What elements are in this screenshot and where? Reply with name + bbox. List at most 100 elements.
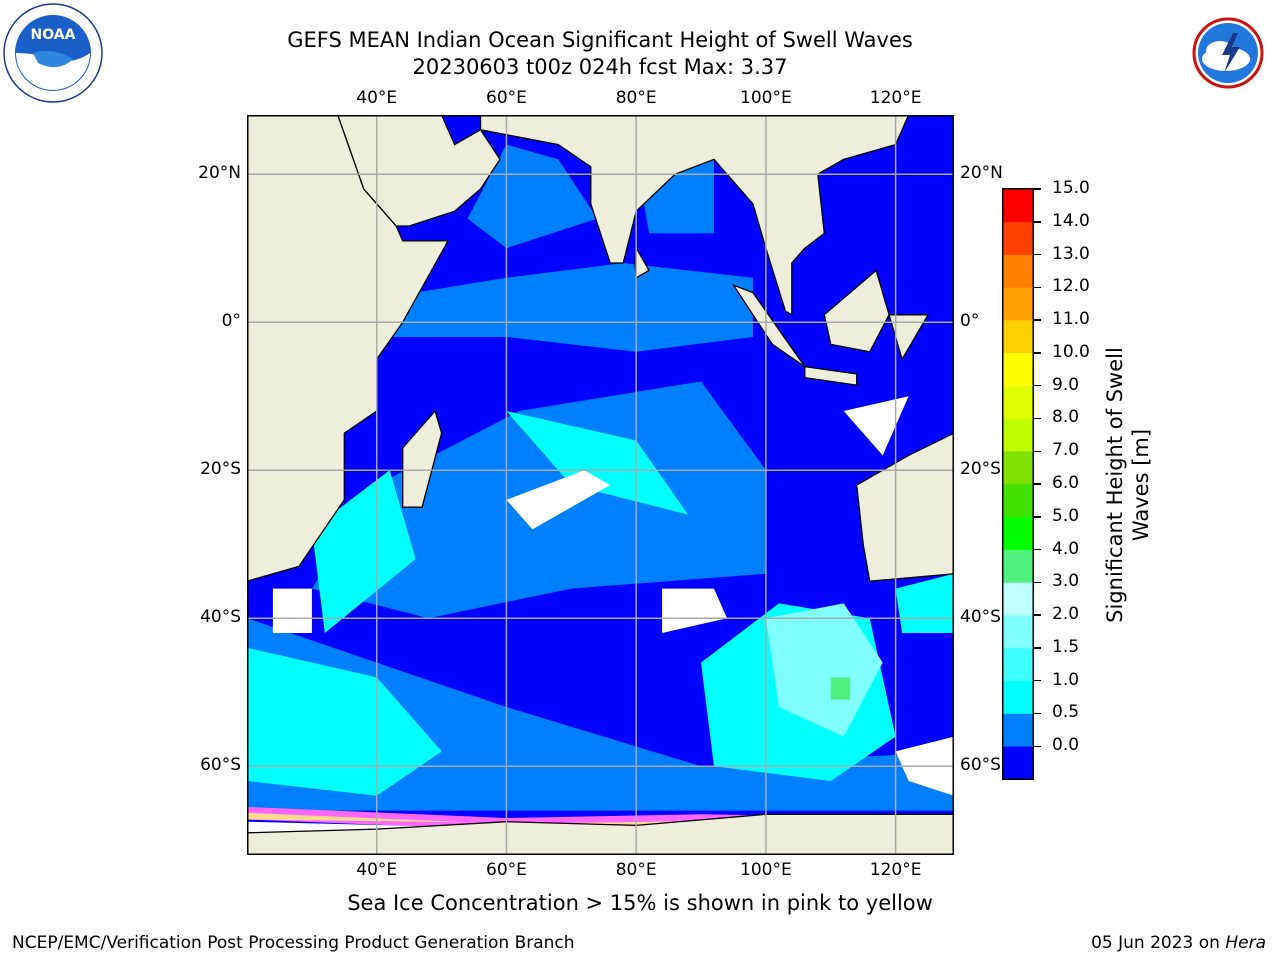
colorbar-segment-6 (1003, 549, 1033, 583)
colorbar-segment-3 (1003, 647, 1033, 681)
colorbar-label-line-2: Waves [m] (1129, 428, 1153, 542)
colorbar-segment-10 (1003, 418, 1033, 452)
colorbar-segment-8 (1003, 484, 1033, 518)
colorbar-segment-7 (1003, 516, 1033, 550)
colorbar-tick-label: 0.0 (1052, 735, 1080, 756)
colorbar-segment-1 (1003, 713, 1033, 747)
colorbar-tick-mark (1034, 319, 1041, 321)
chart-title-line-2: 20230603 t00z 024h fcst Max: 3.37 (412, 55, 788, 79)
band-subtropical-cyan (506, 411, 689, 515)
colorbar-segment-2 (1003, 680, 1033, 714)
colorbar-tick-mark (1034, 352, 1041, 354)
colorbar-tick-label: 1.0 (1052, 669, 1080, 690)
colorbar-tick-label: 1.5 (1052, 636, 1080, 657)
swell-height-map (247, 115, 954, 855)
land-java (804, 365, 858, 386)
colorbar-tick-label: 15.0 (1052, 178, 1090, 198)
colorbar-segment-15 (1003, 254, 1033, 288)
lon-tick-top-60: 60°E (486, 88, 527, 108)
colorbar-tick-mark (1034, 614, 1041, 616)
land-madagascar (402, 409, 443, 508)
colorbar-frame (1002, 188, 1034, 780)
land-layer (247, 115, 954, 855)
colorbar-segment-4 (1003, 615, 1033, 649)
colorbar-segment-11 (1003, 385, 1033, 419)
lat-tick-right-3: 40°S (960, 607, 1001, 628)
colorbar-segment-12 (1003, 352, 1033, 386)
footer-right: 05 Jun 2023 on Hera (1091, 933, 1266, 953)
patch-mozambique (311, 470, 416, 633)
lon-tick-bottom-100: 100°E (740, 860, 792, 880)
svg-text:NOAA: NOAA (31, 27, 76, 43)
noaa-logo: NOAA (3, 3, 103, 103)
footer-host: Hera (1225, 933, 1266, 953)
lon-tick-top-40: 40°E (356, 88, 398, 108)
lon-tick-top-80: 80°E (615, 88, 657, 108)
nws-logo-icon (1180, 5, 1276, 101)
colorbar-tick-mark (1034, 581, 1041, 584)
colorbar-tick-label: 5.0 (1052, 505, 1080, 526)
land-borneo (823, 269, 890, 353)
colorbar-tick-mark (1034, 188, 1041, 190)
lat-tick-right-1: 0° (960, 311, 980, 332)
colorbar-segment-0 (1003, 746, 1033, 780)
colorbar-segment-16 (1003, 221, 1033, 255)
nodata-patch-3 (272, 588, 312, 633)
nodata-patch-1 (506, 470, 611, 530)
band-equatorial (324, 263, 753, 352)
colorbar-tick-mark (1034, 221, 1041, 223)
colorbar-tick-mark (1034, 450, 1041, 452)
colorbar-tick-label: 6.0 (1052, 473, 1080, 493)
lat-tick-left-3: 40°S (200, 607, 241, 628)
graticule (247, 115, 954, 855)
lon-tick-bottom-120: 120°E (869, 860, 922, 880)
lon-tick-top-100: 100°E (740, 88, 792, 108)
colorbar-tick-mark (1034, 286, 1041, 289)
lat-tick-left-4: 60°S (200, 755, 241, 776)
colorbar-segment-17 (1003, 189, 1033, 223)
colorbar-tick-mark (1034, 679, 1041, 682)
map-frame (247, 115, 954, 855)
colorbar-tick-label: 2.0 (1052, 604, 1080, 625)
land-arabia (337, 115, 501, 227)
lat-tick-right-0: 20°N (960, 163, 1003, 184)
colorbar-tick-label: 7.0 (1052, 440, 1080, 461)
lon-tick-top-120: 120°E (869, 88, 922, 108)
colorbar-tick-mark (1034, 483, 1041, 485)
colorbar-tick-label: 3.0 (1052, 571, 1080, 592)
colorbar-tick-mark (1034, 417, 1041, 420)
lat-tick-right-4: 60°S (960, 755, 1001, 776)
lat-tick-left-1: 0° (221, 311, 241, 332)
patch-arabian-sea (467, 144, 598, 249)
sea-ice-note: Sea Ice Concentration > 15% is shown in … (347, 891, 933, 915)
colorbar-tick-mark (1034, 647, 1041, 649)
lat-tick-left-0: 20°N (198, 163, 241, 184)
footer-left: NCEP/EMC/Verification Post Processing Pr… (12, 933, 575, 953)
colorbar-segment-14 (1003, 287, 1033, 321)
lon-tick-bottom-40: 40°E (356, 860, 398, 880)
noaa-logo-icon: NOAA (3, 3, 103, 103)
colorbar-tick-label: 14.0 (1052, 210, 1090, 231)
colorbar-tick-mark (1034, 384, 1041, 387)
colorbar-segment-9 (1003, 451, 1033, 485)
chart-title-line-1: GEFS MEAN Indian Ocean Significant Heigh… (287, 28, 913, 52)
patch-sw-cyan (247, 647, 442, 796)
colorbar (1002, 188, 1034, 780)
colorbar-tick-label: 0.5 (1052, 702, 1080, 723)
colorbar-tick-label: 11.0 (1052, 309, 1090, 330)
nodata-patch-4 (843, 396, 909, 456)
nws-logo (1178, 3, 1278, 103)
colorbar-tick-label: 12.0 (1052, 276, 1090, 297)
colorbar-label-line-1: Significant Height of Swell (1103, 347, 1127, 623)
lat-tick-left-2: 20°S (200, 459, 241, 480)
lon-tick-bottom-60: 60°E (486, 860, 527, 880)
colorbar-tick-label: 9.0 (1052, 374, 1080, 395)
colorbar-tick-mark (1034, 253, 1041, 256)
lon-tick-bottom-80: 80°E (615, 860, 657, 880)
colorbar-segment-5 (1003, 582, 1033, 616)
colorbar-segment-13 (1003, 320, 1033, 354)
colorbar-tick-mark (1034, 548, 1041, 551)
colorbar-tick-label: 13.0 (1052, 243, 1090, 264)
colorbar-tick-label: 8.0 (1052, 407, 1080, 428)
footer-date: 05 Jun 2023 on (1091, 933, 1226, 953)
